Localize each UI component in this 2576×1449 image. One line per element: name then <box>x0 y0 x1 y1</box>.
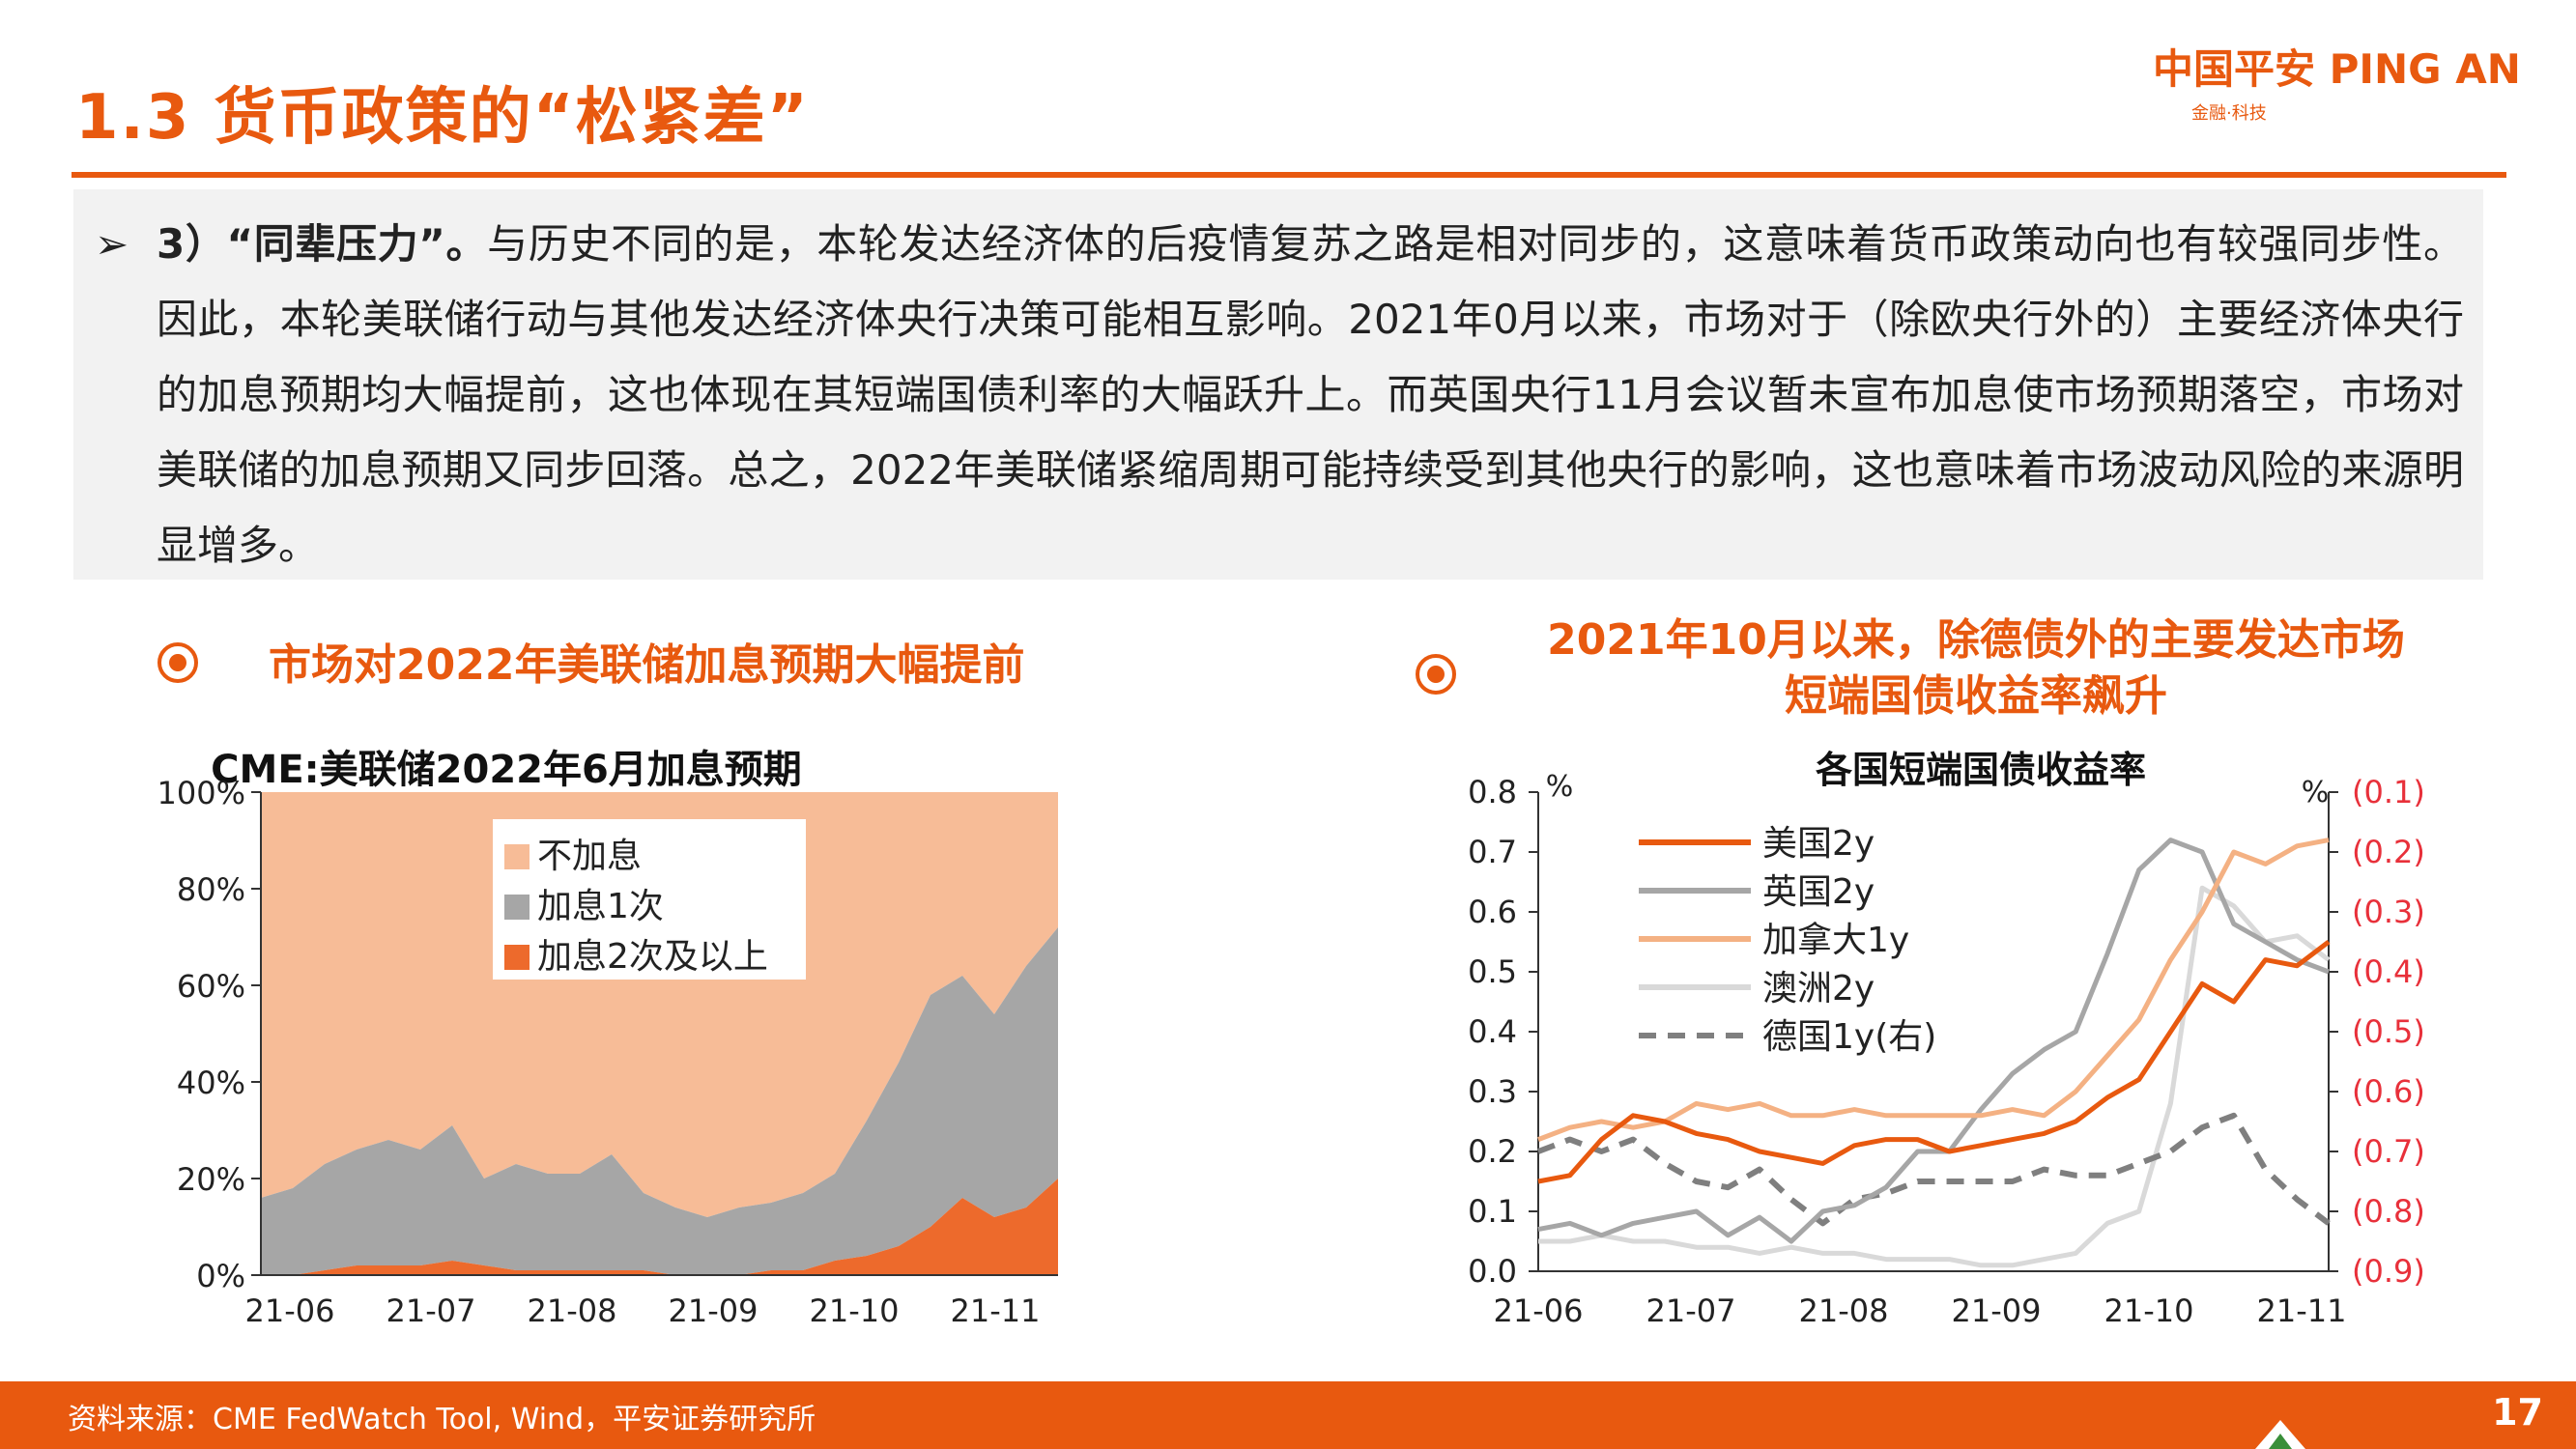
y-tick-label: 80% <box>177 871 245 908</box>
summary-text: 与历史不同的是，本轮发达经济体的后疫情复苏之路是相对同步的，这意味着货币政策动向… <box>157 220 2464 569</box>
right-y-tick-label: (0.2) <box>2352 834 2425 870</box>
line-germany-1y <box>1536 1112 2331 1227</box>
legend-label: 英国2y <box>1762 872 1875 912</box>
summary-paragraph: 3）“同辈压力”。与历史不同的是，本轮发达经济体的后疫情复苏之路是相对同步的，这… <box>157 207 2464 583</box>
x-tick-label: 21-10 <box>2104 1293 2194 1329</box>
line-us-2y <box>1537 940 2331 1184</box>
arrow-bullet-icon: ➢ <box>95 220 129 268</box>
left-y-tick-label: 0.5 <box>1468 953 1517 990</box>
page-number: 17 <box>2492 1391 2543 1434</box>
legend-label: 美国2y <box>1762 824 1875 864</box>
left-chart-caption: 市场对2022年美联储加息预期大幅提前 <box>269 640 1025 690</box>
x-tick-label: 21-10 <box>810 1293 900 1329</box>
logo: 中国平安 PING AN 金融·科技 <box>2153 37 2539 124</box>
title-divider <box>72 172 2506 178</box>
right-y-tick-label: (0.6) <box>2352 1073 2425 1110</box>
area-one-hike <box>261 927 1058 1275</box>
chart-title: CME:美联储2022年6月加息预期 <box>211 748 802 792</box>
y-tick-label: 40% <box>177 1065 245 1101</box>
chart-title: 各国短端国债收益率 <box>1816 749 2146 791</box>
x-tick-label: 21-07 <box>1646 1293 1736 1329</box>
legend-box <box>493 819 806 980</box>
legend-label: 不加息 <box>537 837 642 876</box>
logo-subtitle: 金融·科技 <box>2191 103 2267 124</box>
page-title: 1.3 货币政策的“松紧差” <box>75 82 810 154</box>
x-tick-label: 21-11 <box>951 1293 1041 1329</box>
left-y-tick-label: 0.2 <box>1468 1133 1517 1170</box>
right-y-tick-label: (0.9) <box>2352 1253 2425 1290</box>
area-two-plus-hikes <box>261 1179 1058 1275</box>
legend-label: 加息2次及以上 <box>537 937 768 977</box>
right-caption-line2: 短端国债收益率飙升 <box>1785 671 2167 721</box>
y-tick-label: 60% <box>177 968 245 1005</box>
y-tick-label: 100% <box>157 775 245 811</box>
x-tick-label: 21-09 <box>1952 1293 2042 1329</box>
line-uk-2y <box>1537 838 2330 1244</box>
left-y-tick-label: 0.6 <box>1468 894 1517 930</box>
target-bullet-icon <box>1416 654 1456 695</box>
x-tick-label: 21-11 <box>2257 1293 2347 1329</box>
right-caption-line1: 2021年10月以来，除德债外的主要发达市场 <box>1547 615 2405 665</box>
target-bullet-icon <box>157 642 198 683</box>
legend-label: 德国1y(右) <box>1762 1017 1936 1057</box>
x-tick-label: 21-08 <box>1799 1293 1889 1329</box>
short-term-yield-chart: 各国短端国债收益率 % % 0.0 0.1 0.2 0.3 0.4 0.5 0.6 0.7 0.8 (… <box>1468 749 2425 1329</box>
x-tick-label: 21-06 <box>1494 1293 1584 1329</box>
left-y-tick-label: 0.0 <box>1468 1253 1517 1290</box>
right-y-tick-label: (0.4) <box>2352 953 2425 990</box>
source-note: 资料来源：CME FedWatch Tool, Wind，平安证券研究所 <box>68 1403 816 1436</box>
x-tick-label: 21-09 <box>669 1293 758 1329</box>
area-no-hike <box>261 792 1058 1217</box>
legend-label: 加拿大1y <box>1762 921 1909 960</box>
right-y-tick-label: (0.7) <box>2352 1133 2425 1170</box>
legend-swatch <box>504 895 530 920</box>
summary-lead: 3）“同辈压力”。 <box>157 220 488 268</box>
legend-swatch <box>504 945 530 970</box>
line-canada-1y <box>1537 838 2330 1142</box>
right-unit-label: % <box>2302 776 2330 810</box>
left-y-tick-label: 0.4 <box>1468 1013 1517 1050</box>
left-y-tick-label: 0.7 <box>1468 834 1517 870</box>
y-tick-label: 20% <box>177 1161 245 1198</box>
left-y-tick-label: 0.3 <box>1468 1073 1517 1110</box>
legend-swatch <box>504 844 530 869</box>
y-tick-label: 0% <box>196 1258 245 1294</box>
left-y-tick-label: 0.8 <box>1468 774 1517 810</box>
right-y-tick-label: (0.3) <box>2352 894 2425 930</box>
right-y-tick-label: (0.1) <box>2352 774 2425 810</box>
line-australia-2y <box>1538 885 2331 1268</box>
x-tick-label: 21-07 <box>386 1293 476 1329</box>
right-y-tick-label: (0.8) <box>2352 1193 2425 1230</box>
x-tick-label: 21-06 <box>245 1293 335 1329</box>
summary-box: ➢ 3）“同辈压力”。与历史不同的是，本轮发达经济体的后疫情复苏之路是相对同步的… <box>73 189 2483 580</box>
left-y-tick-label: 0.1 <box>1468 1193 1517 1230</box>
right-chart-caption: 2021年10月以来，除德债外的主要发达市场 短端国债收益率飙升 <box>1478 612 2474 724</box>
brand-triangle-icon <box>2255 1420 2305 1449</box>
right-y-tick-label: (0.5) <box>2352 1013 2425 1050</box>
left-unit-label: % <box>1546 770 1574 804</box>
legend-label: 澳洲2y <box>1762 969 1875 1009</box>
x-tick-label: 21-08 <box>528 1293 617 1329</box>
legend-label: 加息1次 <box>537 887 664 926</box>
logo-main-text: 中国平安 PING AN <box>2153 45 2521 93</box>
fed-hike-expectation-chart: CME:美联储2022年6月加息预期 0% 20% 40% 60% 80% 100% 21-… <box>157 748 1058 1329</box>
footer-bar <box>0 1381 2576 1449</box>
